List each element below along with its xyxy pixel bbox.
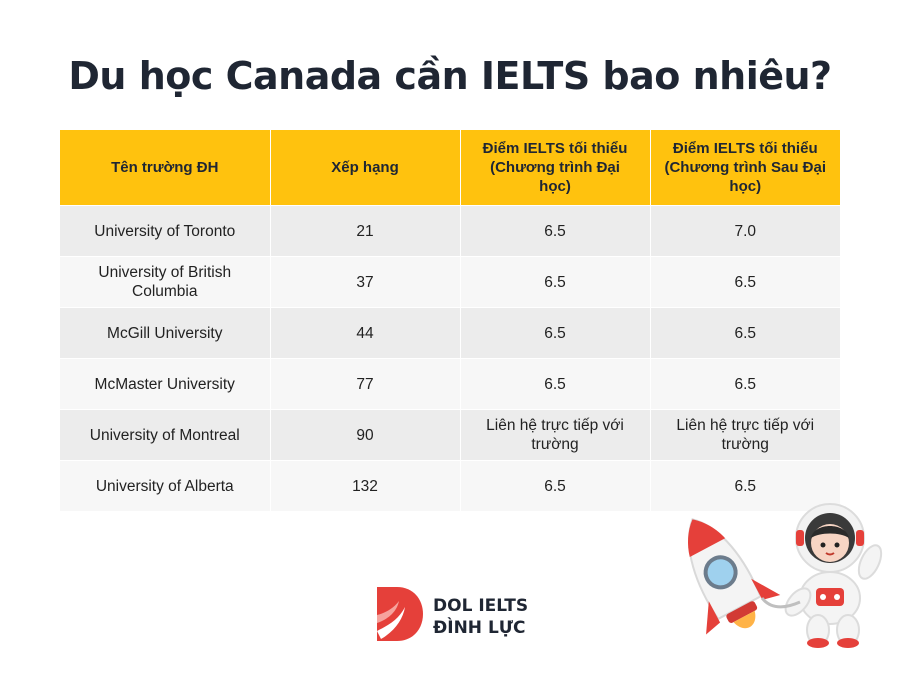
header-ranking: Xếp hạng [270,130,461,206]
table-row: University of Montreal 90 Liên hệ trực t… [60,409,840,461]
ranking: 77 [270,358,461,410]
undergrad-score: 6.5 [460,256,651,308]
university-name: University of British Columbia [60,256,271,308]
dol-logo-icon [377,587,423,641]
table-row: University of Alberta 132 6.5 6.5 [60,460,840,511]
university-name: University of Alberta [60,460,271,511]
undergrad-score: Liên hệ trực tiếp với trường [460,409,651,461]
postgrad-score: 6.5 [650,307,840,359]
header-postgrad-ielts: Điểm IELTS tối thiểu (Chương trình Sau Đ… [650,130,840,206]
undergrad-score: 6.5 [460,460,651,511]
table-row: McMaster University 77 6.5 6.5 [60,358,840,410]
ielts-requirements-table: Tên trường ĐH Xếp hạng Điểm IELTS tối th… [60,130,840,511]
logo-line-2: ĐÌNH LỰC [433,618,526,638]
table-row: University of Toronto 21 6.5 7.0 [60,205,840,257]
table-header-row: Tên trường ĐH Xếp hạng Điểm IELTS tối th… [60,130,840,206]
logo-line-1: DOL IELTS [433,596,529,616]
page-title: Du học Canada cần IELTS bao nhiêu? [68,54,832,98]
postgrad-score: 6.5 [650,256,840,308]
ranking: 132 [270,460,461,511]
ranking: 21 [270,205,461,257]
header-undergrad-ielts: Điểm IELTS tối thiểu (Chương trình Đại h… [460,130,651,206]
university-name: McMaster University [60,358,271,410]
university-name: McGill University [60,307,271,359]
header-university: Tên trường ĐH [60,130,271,206]
table-row: McGill University 44 6.5 6.5 [60,307,840,359]
ranking: 44 [270,307,461,359]
postgrad-score: 7.0 [650,205,840,257]
undergrad-score: 6.5 [460,358,651,410]
ranking: 90 [270,409,461,461]
dol-logo: DOL IELTS ĐÌNH LỰC [373,585,573,645]
undergrad-score: 6.5 [460,205,651,257]
postgrad-score: 6.5 [650,358,840,410]
postgrad-score: Liên hệ trực tiếp với trường [650,409,840,461]
undergrad-score: 6.5 [460,307,651,359]
astronaut-rocket-icon [687,503,883,648]
ranking: 37 [270,256,461,308]
university-name: University of Toronto [60,205,271,257]
table-row: University of British Columbia 37 6.5 6.… [60,256,840,308]
postgrad-score: 6.5 [650,460,840,511]
university-name: University of Montreal [60,409,271,461]
